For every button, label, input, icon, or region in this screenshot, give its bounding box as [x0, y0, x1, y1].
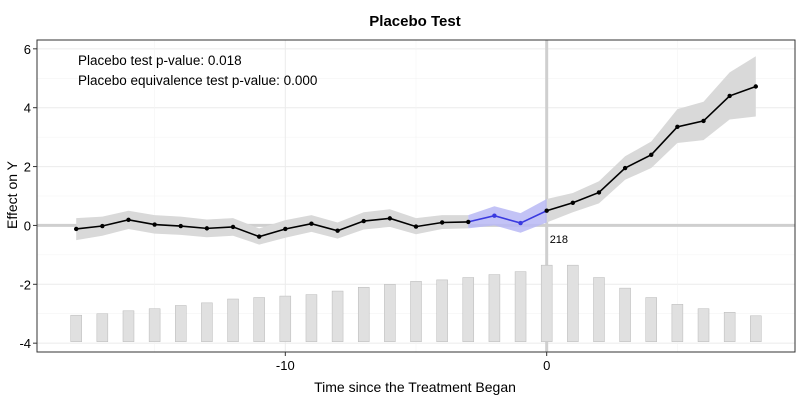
placebo-estimate-line [468, 209, 548, 224]
count-bar [305, 294, 318, 342]
y-tick-label: 2 [24, 160, 31, 175]
count-bar [201, 302, 213, 342]
panel-border [36, 39, 796, 353]
y-tick-label: 6 [24, 42, 31, 57]
estimate-point [492, 213, 497, 218]
estimate-point [649, 152, 654, 157]
estimate-point [570, 200, 576, 205]
estimate-point [413, 224, 419, 229]
count-bar [436, 279, 448, 342]
pre-treatment-ci-band [76, 209, 469, 245]
count-bar [540, 264, 553, 342]
x-axis-ticks: -10 0 [276, 352, 550, 373]
estimate-point [230, 224, 236, 230]
count-bar [593, 277, 605, 342]
count-bar [148, 308, 161, 342]
y-tick-label: -4 [19, 336, 31, 351]
count-bar [357, 286, 370, 342]
estimate-point [675, 124, 680, 130]
count-bar [697, 308, 710, 342]
x-tick-label: 0 [543, 358, 550, 373]
count-bar [514, 271, 527, 342]
estimate-point [335, 228, 340, 233]
placebo-equivalence-pvalue: Placebo equivalence test p-value: 0.000 [78, 73, 317, 88]
estimate-point [466, 219, 471, 225]
count-bar [410, 281, 422, 342]
y-tick-label: 4 [24, 101, 31, 116]
count-bar [567, 264, 579, 342]
x-tick-label: -10 [276, 358, 295, 373]
count-bar [671, 304, 684, 342]
estimate-point [518, 220, 523, 226]
estimate-point [204, 226, 210, 231]
estimate-point [701, 118, 706, 124]
count-bar [645, 297, 657, 342]
estimate-point [622, 165, 628, 171]
estimate-point [126, 217, 131, 223]
confidence-bands [76, 56, 756, 245]
count-bar [331, 290, 344, 342]
estimate-point [178, 223, 183, 229]
estimate-point [152, 222, 157, 227]
count-bar [122, 310, 135, 342]
estimate-point [100, 223, 105, 229]
count-bar [619, 287, 631, 342]
estimate-point [74, 226, 79, 232]
placebo-ci-band [468, 198, 547, 233]
count-bar [279, 295, 292, 342]
count-bar [253, 297, 265, 342]
count-bar [175, 305, 187, 342]
count-label: 218 [550, 234, 568, 246]
count-bar [96, 313, 109, 342]
y-axis-title: Effect on Y [4, 160, 20, 229]
chart-title: Placebo Test [369, 13, 460, 30]
estimate-point [309, 221, 314, 226]
estimate-point [439, 220, 445, 225]
estimate-point [596, 190, 602, 195]
y-tick-label: -2 [19, 277, 31, 292]
count-bar [750, 315, 762, 342]
count-bar [723, 312, 736, 342]
estimate-point [753, 84, 758, 89]
estimate-point [727, 93, 732, 99]
count-bar [488, 274, 501, 342]
estimate-point [387, 216, 393, 221]
y-axis-ticks: -4 -2 0 2 4 6 [19, 42, 37, 351]
count-bars [70, 264, 762, 342]
count-bar [384, 284, 396, 342]
estimate-points [74, 84, 758, 239]
estimate-point [544, 208, 549, 213]
count-bar [70, 314, 82, 342]
estimate-point [283, 226, 288, 232]
x-axis-title: Time since the Treatment Began [314, 379, 516, 395]
pre-treatment-estimate-line [76, 217, 469, 238]
placebo-test-pvalue: Placebo test p-value: 0.018 [78, 53, 242, 68]
estimate-point [361, 218, 366, 224]
post-treatment-ci-band [546, 56, 756, 223]
count-bar [227, 298, 239, 342]
estimate-point [256, 234, 262, 239]
count-bar [462, 277, 475, 342]
y-tick-label: 0 [24, 218, 31, 233]
